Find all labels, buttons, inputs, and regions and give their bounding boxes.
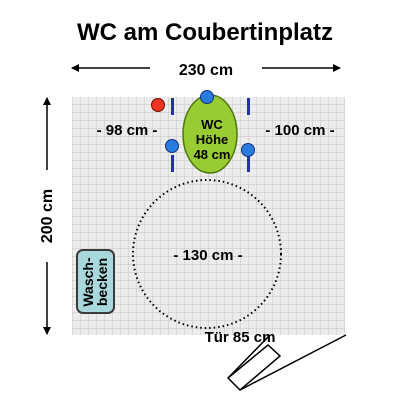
sink-label-line1: Wasch- <box>80 257 96 307</box>
grab-bar-left-upper <box>171 98 174 115</box>
page-title: WC am Coubertinplatz <box>77 19 333 46</box>
wc-label: WC <box>201 117 223 132</box>
width-dimension: 230 cm <box>71 62 341 79</box>
sink-label-line2: becken <box>94 258 110 306</box>
flush-button-left <box>165 139 179 153</box>
left-clearance-label: - 98 cm - <box>97 122 158 139</box>
flush-button-right <box>241 143 255 157</box>
turning-circle <box>132 179 282 329</box>
grab-bar-right-upper <box>247 98 250 115</box>
width-label: 230 cm <box>179 62 233 79</box>
door-label: Tür 85 cm <box>205 329 276 346</box>
wc-height-label: Höhe <box>196 132 229 147</box>
grab-bar-left-lower <box>171 155 174 172</box>
turning-circle-label: - 130 cm - <box>173 247 242 264</box>
flush-button-top <box>200 90 214 104</box>
door <box>226 334 347 392</box>
sink: Wasch- becken <box>76 249 115 314</box>
grab-bar-right-lower <box>247 155 250 172</box>
height-dimension: 200 cm <box>39 97 56 335</box>
door-leaf <box>226 344 282 392</box>
height-label: 200 cm <box>39 189 56 243</box>
emergency-button-red <box>151 98 165 112</box>
right-clearance-label: - 100 cm - <box>265 122 334 139</box>
wc-height-value: 48 cm <box>194 147 231 162</box>
